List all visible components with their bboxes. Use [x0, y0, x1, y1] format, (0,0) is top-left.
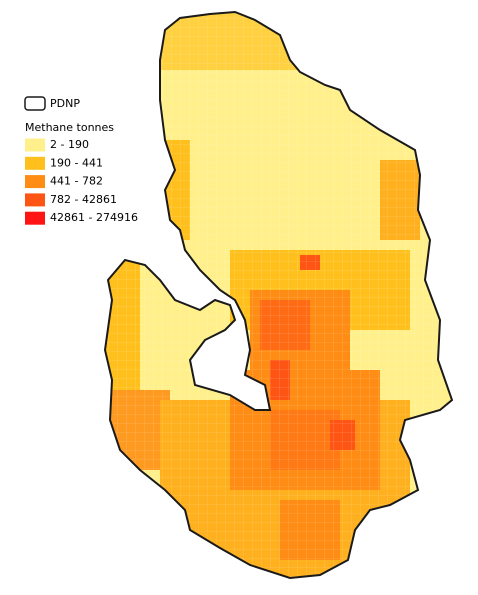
class-label: 2 - 190: [50, 138, 89, 151]
legend: PDNP Methane tonnes 2 - 190 190 - 441 441 …: [24, 96, 138, 225]
class-label: 190 - 441: [50, 156, 103, 169]
class-label: 782 - 42861: [50, 193, 117, 206]
boundary-swatch: [24, 96, 46, 111]
boundary-label: PDNP: [50, 97, 80, 110]
class-swatch: [25, 175, 45, 189]
class-swatch: [25, 156, 45, 170]
legend-title: Methane tonnes: [25, 121, 114, 134]
class-label: 42861 - 274916: [50, 211, 138, 224]
class-swatch: [25, 193, 45, 207]
class-swatch: [25, 211, 45, 225]
class-swatch: [25, 138, 45, 152]
class-label: 441 - 782: [50, 175, 103, 188]
